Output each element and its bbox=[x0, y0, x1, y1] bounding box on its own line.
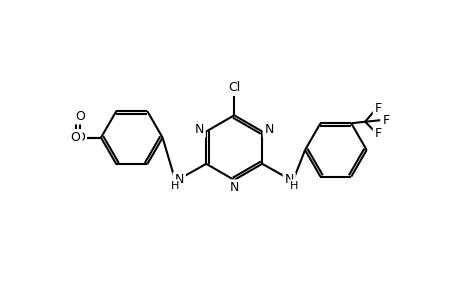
Text: N: N bbox=[194, 123, 203, 136]
Text: O: O bbox=[71, 131, 80, 144]
Text: N: N bbox=[229, 181, 238, 194]
Text: N: N bbox=[174, 173, 184, 187]
Text: O: O bbox=[75, 110, 85, 123]
Text: F: F bbox=[381, 114, 389, 127]
Text: N: N bbox=[284, 173, 293, 187]
Text: Cl: Cl bbox=[228, 81, 240, 94]
Text: F: F bbox=[374, 102, 381, 115]
Text: H: H bbox=[289, 181, 297, 191]
Text: F: F bbox=[374, 127, 381, 140]
Text: N: N bbox=[264, 123, 273, 136]
Text: O: O bbox=[75, 131, 85, 144]
Text: H: H bbox=[170, 181, 179, 191]
